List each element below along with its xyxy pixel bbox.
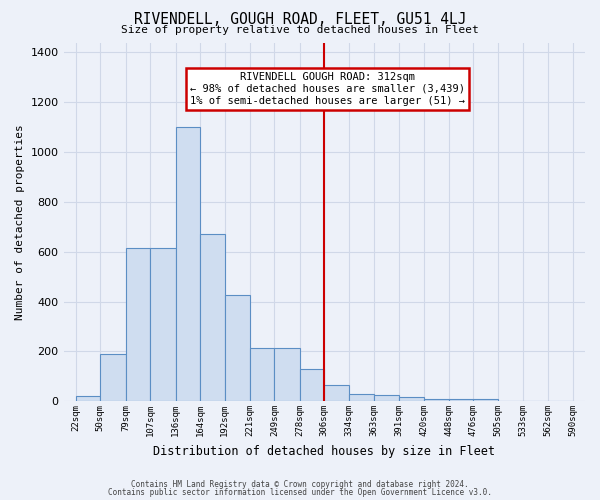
Bar — [449, 398, 473, 401]
X-axis label: Distribution of detached houses by size in Fleet: Distribution of detached houses by size … — [153, 444, 495, 458]
Text: Size of property relative to detached houses in Fleet: Size of property relative to detached ho… — [121, 25, 479, 35]
Y-axis label: Number of detached properties: Number of detached properties — [15, 124, 25, 320]
Bar — [125, 248, 150, 401]
Bar — [224, 296, 250, 401]
Bar — [398, 398, 424, 401]
Bar — [250, 348, 274, 401]
Bar — [349, 394, 374, 401]
Text: Contains HM Land Registry data © Crown copyright and database right 2024.: Contains HM Land Registry data © Crown c… — [131, 480, 469, 489]
Text: Contains public sector information licensed under the Open Government Licence v3: Contains public sector information licen… — [108, 488, 492, 497]
Text: RIVENDELL GOUGH ROAD: 312sqm
← 98% of detached houses are smaller (3,439)
1% of : RIVENDELL GOUGH ROAD: 312sqm ← 98% of de… — [190, 72, 465, 106]
Bar — [300, 369, 324, 401]
Bar — [374, 395, 398, 401]
Bar — [100, 354, 125, 401]
Bar — [473, 398, 499, 401]
Bar — [150, 248, 176, 401]
Bar — [176, 127, 200, 401]
Bar — [274, 348, 300, 401]
Bar — [200, 234, 224, 401]
Bar — [324, 385, 349, 401]
Bar — [76, 396, 100, 401]
Text: RIVENDELL, GOUGH ROAD, FLEET, GU51 4LJ: RIVENDELL, GOUGH ROAD, FLEET, GU51 4LJ — [134, 12, 466, 28]
Bar — [424, 398, 449, 401]
